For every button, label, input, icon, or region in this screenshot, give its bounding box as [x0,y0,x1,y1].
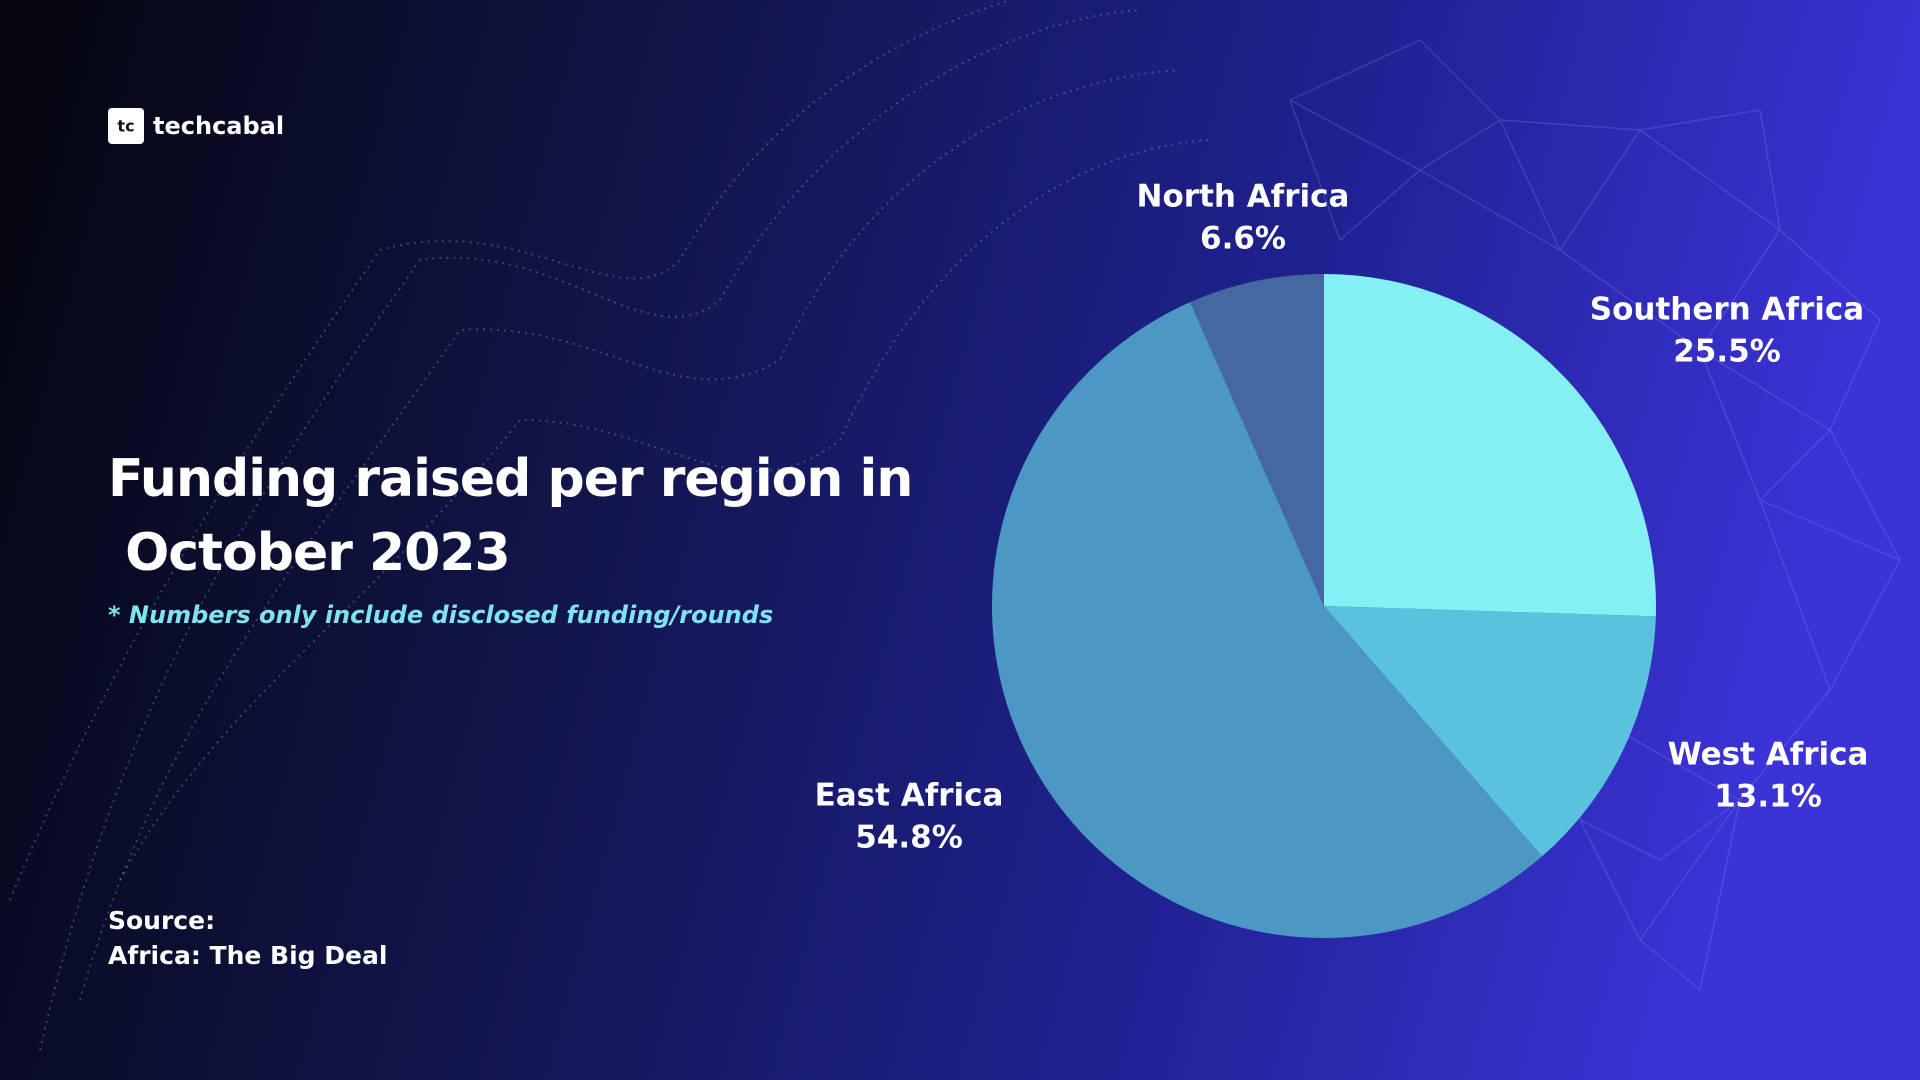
slice-label: Southern Africa [1590,292,1864,328]
chart-title: Funding raised per region in October 202… [108,449,912,583]
brand-name: techcabal [153,112,284,140]
source-label: Source: [108,906,215,935]
slice-label: West Africa [1668,737,1869,773]
chart-subtitle: * Numbers only include disclosed funding… [108,601,773,629]
pie-slice [1324,606,1656,857]
slice-value-label: 54.8% [855,820,963,856]
slice-value-label: 13.1% [1714,779,1822,815]
brand-logo [108,108,144,144]
pie-slice [1190,274,1324,606]
brand-logo-mark: tc [117,117,134,136]
decor-wave [9,0,1211,1051]
slice-value-label: 6.6% [1200,221,1286,257]
pie [991,274,1657,939]
slice-value-label: 25.5% [1673,334,1781,370]
pie-slice [1324,274,1657,617]
slice-label: East Africa [815,778,1004,814]
source: Africa: The Big Deal [108,941,387,970]
slice-label: North Africa [1137,179,1350,215]
pie-slice [991,302,1542,939]
